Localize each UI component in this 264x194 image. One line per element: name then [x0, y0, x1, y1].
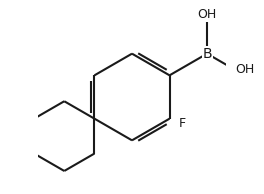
Text: OH: OH: [197, 8, 217, 21]
Text: B: B: [202, 47, 212, 61]
Text: OH: OH: [235, 63, 254, 76]
Text: F: F: [178, 117, 186, 130]
